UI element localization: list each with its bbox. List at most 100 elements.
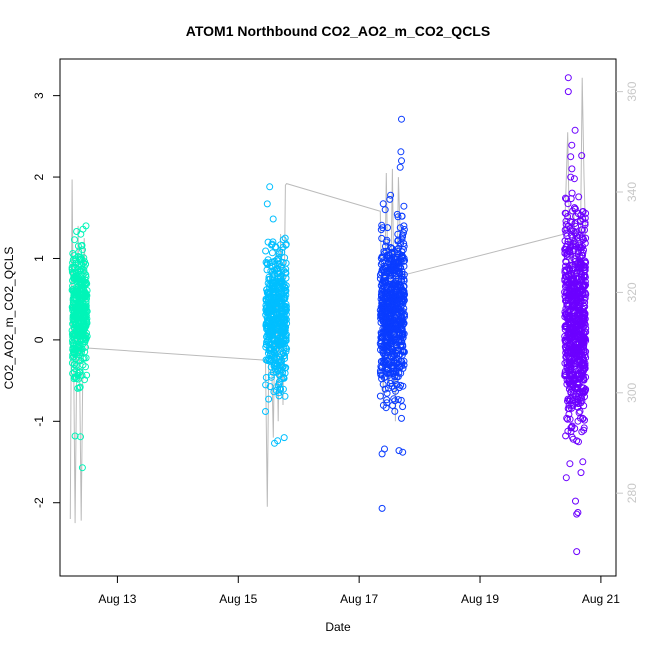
data-point xyxy=(269,306,277,314)
data-point xyxy=(399,403,407,411)
data-point xyxy=(575,388,583,396)
data-point xyxy=(579,458,587,466)
data-point xyxy=(378,286,386,294)
data-point xyxy=(567,153,575,161)
data-point xyxy=(570,306,578,314)
data-point xyxy=(72,337,79,345)
data-point xyxy=(568,433,576,441)
data-point xyxy=(576,287,584,295)
series-3 xyxy=(376,115,408,512)
data-point xyxy=(398,157,405,165)
y-axis-label: CO2_AO2_m_CO2_QCLS xyxy=(2,247,16,390)
data-point xyxy=(576,302,584,310)
data-point xyxy=(394,396,402,404)
data-point xyxy=(389,402,397,409)
data-point xyxy=(276,318,283,326)
y2-tick-label: 320 xyxy=(625,282,639,302)
data-point xyxy=(282,240,290,248)
data-point xyxy=(562,322,570,330)
data-point xyxy=(395,257,402,265)
data-point xyxy=(574,349,582,357)
data-point xyxy=(70,252,78,260)
data-point xyxy=(74,266,82,273)
data-point xyxy=(388,271,396,279)
y2-tick-label: 300 xyxy=(625,382,639,402)
data-point xyxy=(263,357,271,364)
data-point xyxy=(393,347,401,355)
data-point xyxy=(274,437,282,445)
data-point xyxy=(563,195,570,203)
series-4 xyxy=(561,74,590,556)
data-point xyxy=(565,410,573,418)
data-point xyxy=(568,326,576,333)
data-point xyxy=(386,319,394,327)
data-point xyxy=(400,242,408,250)
data-point xyxy=(395,262,403,270)
data-point xyxy=(389,348,396,356)
data-point xyxy=(72,270,80,277)
data-point xyxy=(275,389,283,397)
y-tick-label: 2 xyxy=(32,173,46,180)
data-point xyxy=(397,341,405,349)
data-point xyxy=(391,368,399,376)
data-point xyxy=(568,189,576,197)
data-point xyxy=(568,141,576,149)
y-axis: -2 -1 0 1 2 3 xyxy=(32,92,60,508)
chart-title: ATOM1 Northbound CO2_AO2_m_CO2_QCLS xyxy=(186,23,490,39)
data-point xyxy=(400,287,408,295)
data-point xyxy=(80,269,88,277)
data-point xyxy=(394,213,402,221)
data-point xyxy=(379,259,386,267)
data-point xyxy=(271,261,279,269)
data-point xyxy=(382,356,390,364)
data-point xyxy=(380,306,388,314)
data-point xyxy=(563,266,570,274)
data-point xyxy=(282,287,290,295)
data-point xyxy=(383,339,391,347)
data-point xyxy=(568,302,576,310)
data-point xyxy=(573,268,581,276)
data-point xyxy=(573,510,581,518)
data-point xyxy=(276,248,284,256)
data-point xyxy=(272,314,280,322)
data-point xyxy=(570,333,578,341)
data-point xyxy=(562,246,569,254)
data-point xyxy=(267,324,274,331)
data-point xyxy=(68,303,76,311)
data-point xyxy=(81,338,89,346)
data-point xyxy=(566,415,574,423)
data-point xyxy=(564,74,572,82)
data-point xyxy=(266,183,274,191)
data-point xyxy=(75,293,82,301)
data-point xyxy=(580,426,588,434)
data-point xyxy=(281,392,289,400)
altitude-line xyxy=(69,77,587,524)
data-point xyxy=(561,343,569,351)
data-point xyxy=(562,257,570,265)
data-point xyxy=(266,340,274,348)
data-point xyxy=(271,266,279,274)
data-point xyxy=(573,319,581,327)
data-point xyxy=(576,282,584,290)
data-point xyxy=(279,318,287,326)
data-point xyxy=(269,215,277,223)
data-point xyxy=(563,414,571,422)
data-point xyxy=(564,88,572,96)
data-point xyxy=(271,290,279,298)
data-point xyxy=(562,310,570,318)
data-point xyxy=(575,294,583,302)
data-point xyxy=(579,372,587,380)
data-point xyxy=(562,262,570,270)
data-point xyxy=(273,325,281,333)
series-2 xyxy=(262,183,291,447)
data-point xyxy=(581,259,589,267)
data-point xyxy=(383,236,391,244)
x-tick-label: Aug 17 xyxy=(340,592,378,606)
data-point xyxy=(76,267,84,275)
data-point xyxy=(269,279,277,286)
x-axis: Aug 13 Aug 15 Aug 17 Aug 19 Aug 21 xyxy=(98,576,620,606)
data-point xyxy=(71,236,78,244)
data-point xyxy=(563,225,571,233)
data-point xyxy=(263,314,271,322)
data-point xyxy=(573,232,581,240)
